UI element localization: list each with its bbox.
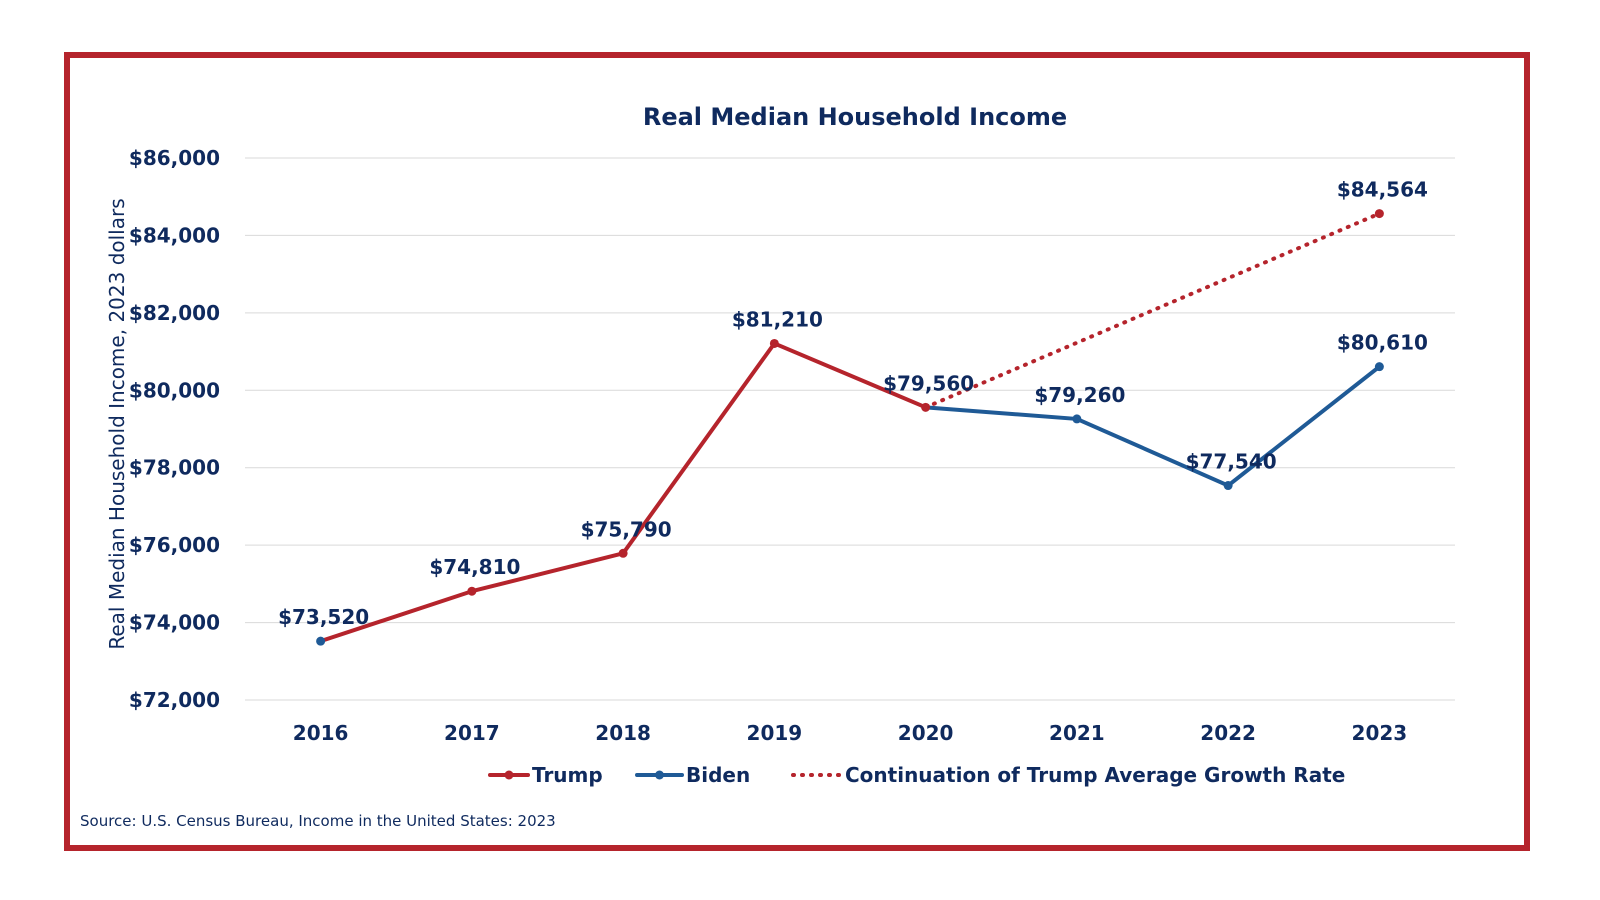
chart-frame [64, 52, 1530, 851]
data-point [618, 548, 628, 558]
data-point [1072, 414, 1082, 424]
data-point [1374, 362, 1384, 372]
y-tick-label: $78,000 [129, 456, 220, 480]
data-point [316, 636, 326, 646]
legend-marker [504, 770, 514, 780]
data-point [467, 586, 477, 596]
data-label: $73,520 [278, 605, 369, 629]
series-line-trump [318, 341, 928, 644]
legend-label: Biden [686, 763, 750, 787]
data-label: $80,610 [1337, 331, 1428, 355]
data-label: $79,260 [1034, 383, 1125, 407]
y-tick-label: $86,000 [129, 146, 220, 170]
series-line-continuation-of-trump-average-growth-rate [923, 211, 1382, 410]
data-label: $77,540 [1186, 450, 1277, 474]
x-tick-label: 2020 [898, 721, 954, 745]
data-point [1223, 481, 1233, 491]
y-tick-label: $76,000 [129, 533, 220, 557]
data-label: $84,564 [1337, 178, 1428, 202]
legend-label: Continuation of Trump Average Growth Rat… [845, 763, 1345, 787]
series-line-biden [923, 364, 1382, 488]
data-label: $75,790 [581, 517, 672, 541]
x-tick-label: 2018 [595, 721, 651, 745]
data-point [1374, 209, 1384, 219]
y-tick-label: $74,000 [129, 611, 220, 635]
x-tick-label: 2022 [1200, 721, 1256, 745]
x-tick-label: 2023 [1352, 721, 1408, 745]
y-tick-label: $82,000 [129, 301, 220, 325]
x-tick-label: 2021 [1049, 721, 1105, 745]
legend-label: Trump [532, 763, 603, 787]
x-tick-label: 2019 [747, 721, 803, 745]
source-note: Source: U.S. Census Bureau, Income in th… [80, 812, 556, 830]
y-axis-label: Real Median Household Income, 2023 dolla… [105, 198, 129, 649]
chart-title: Real Median Household Income [643, 103, 1067, 131]
legend-marker [655, 770, 664, 780]
data-label: $74,810 [429, 555, 520, 579]
y-tick-label: $84,000 [129, 223, 220, 247]
x-tick-label: 2016 [293, 721, 349, 745]
y-tick-label: $80,000 [129, 378, 220, 402]
y-tick-label: $72,000 [129, 688, 220, 712]
data-label: $79,560 [883, 371, 974, 395]
data-label: $81,210 [732, 307, 823, 331]
x-tick-label: 2017 [444, 721, 500, 745]
data-point [921, 402, 931, 412]
data-point [769, 338, 779, 348]
